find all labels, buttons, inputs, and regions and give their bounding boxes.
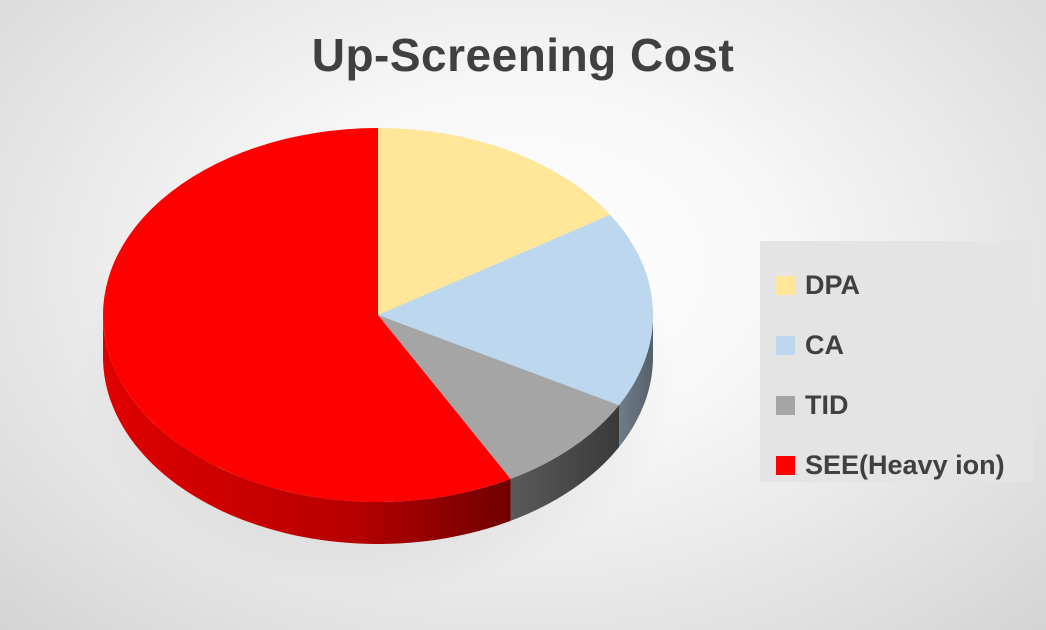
pie-side-ca: [618, 315, 653, 448]
legend-item-tid: TID: [760, 375, 1033, 435]
legend-swatch-ca: [776, 335, 795, 355]
pie-top: [102, 128, 653, 503]
pie-slice-tid: [378, 315, 619, 479]
legend-swatch-see-heavy-ion: [776, 455, 795, 475]
legend-label-dpa: DPA: [805, 269, 861, 300]
legend-swatch-tid: [776, 395, 795, 415]
legend-item-dpa: DPA: [760, 255, 1033, 315]
pie-slice-see-heavy-ion: [102, 128, 511, 503]
legend-item-see-heavy-ion: SEE(Heavy ion): [760, 435, 1033, 495]
chart-title: Up-Screening Cost: [311, 29, 735, 81]
legend-label-ca: CA: [805, 329, 844, 360]
pie-slice-dpa: [378, 128, 611, 315]
legend: DPA CA TID SEE(Heavy ion): [760, 241, 1033, 482]
pie-side-see-heavy-ion: [103, 315, 511, 544]
pie-side-tid: [510, 405, 619, 521]
legend-label-see-heavy-ion: SEE(Heavy ion): [805, 449, 1005, 480]
legend-item-ca: CA: [760, 315, 1033, 375]
legend-label-tid: TID: [805, 389, 849, 420]
pie-slice-ca: [378, 214, 653, 406]
pie-sides: [103, 315, 653, 544]
legend-swatch-dpa: [776, 275, 795, 295]
